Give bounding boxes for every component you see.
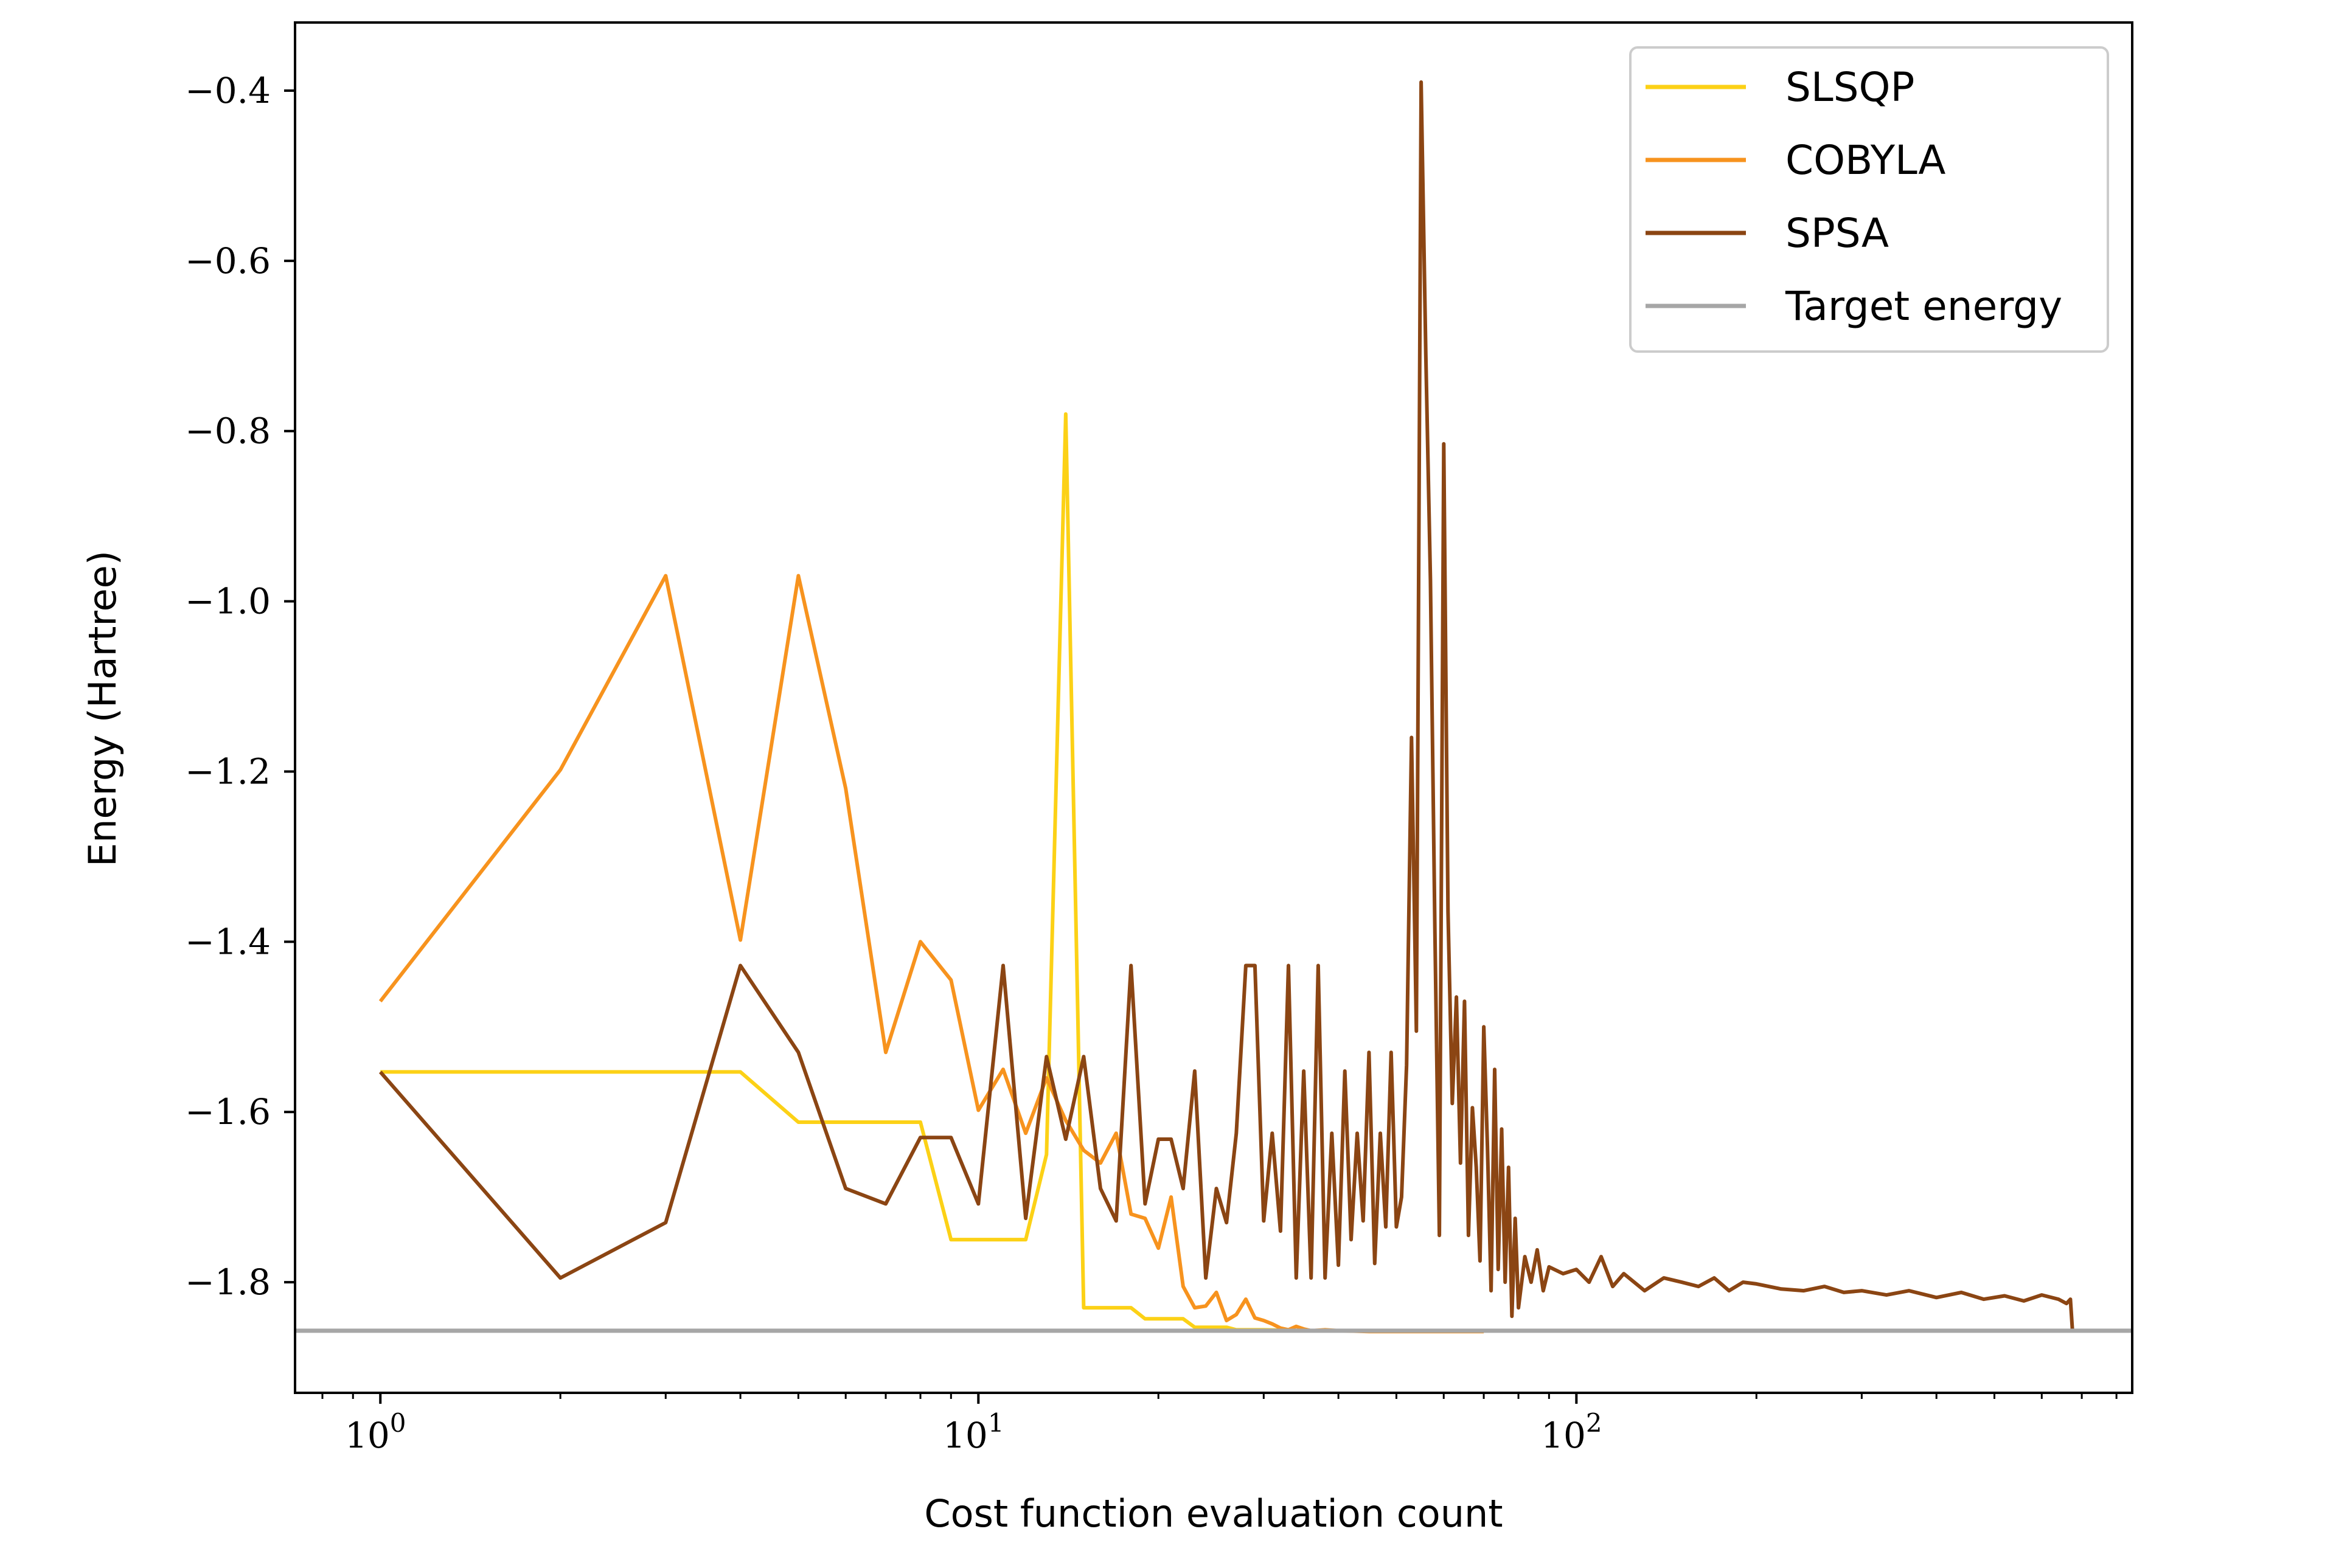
y-tick-label: −0.6 [185,240,271,282]
plot-frame [294,21,2133,1394]
y-tick-label: −1.2 [185,751,271,792]
legend-label-spsa: SPSA [1785,210,1889,257]
legend-label-target-energy: Target energy [1785,283,2062,330]
series-line-spsa [378,80,2074,1330]
x-tick-label: 100 [345,1408,406,1456]
x-tick-label: 102 [1541,1408,1602,1456]
y-tick-label: −0.4 [185,70,271,111]
series-line-slsqp [380,412,1484,1333]
legend-label-slsqp: SLSQP [1785,64,1914,111]
series-line-cobyla [378,574,1484,1334]
y-axis-label: Energy (Hartree) [80,550,125,867]
y-tick-label: −0.8 [185,411,271,452]
x-tick-label: 101 [943,1408,1004,1456]
legend-items: SLSQP COBYLA SPSA Target energy [1646,64,2062,330]
y-tick-label: −1.0 [185,581,271,622]
legend-label-cobyla: COBYLA [1785,137,1945,184]
legend: SLSQP COBYLA SPSA Target energy [1629,46,2109,353]
x-axis-label: Cost function evaluation count [924,1491,1503,1536]
legend-box [1629,46,2109,353]
series-layer [295,80,2132,1334]
y-tick-label: −1.4 [185,921,271,962]
y-tick-label: −1.8 [185,1261,271,1303]
y-tick-label: −1.6 [185,1091,271,1133]
